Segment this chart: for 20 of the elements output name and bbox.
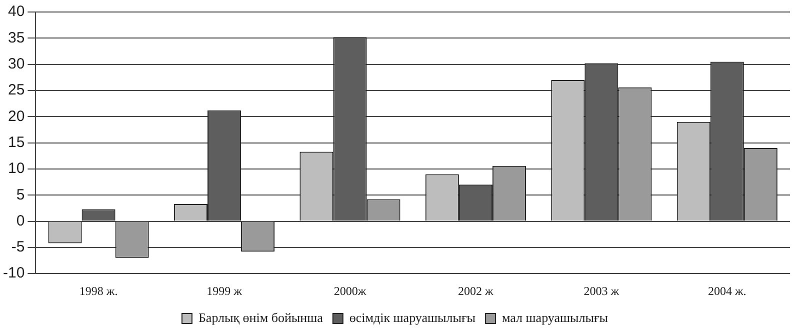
x-tick-label: 1998 ж.: [79, 284, 118, 298]
x-tick-label: 2002 ж: [458, 284, 494, 298]
y-tick-label: 15: [8, 134, 25, 151]
y-tick-label: 10: [8, 160, 25, 178]
x-tick-label: 2000ж: [334, 284, 367, 298]
y-tick-label: 20: [8, 108, 25, 125]
legend-label: өсімдік шаруашылығы: [349, 310, 476, 325]
y-tick-label: 25: [8, 82, 25, 99]
y-tick-label: 40: [8, 3, 25, 20]
y-tick-label: -10: [2, 264, 25, 282]
x-tick-label: 2004 ж.: [708, 284, 746, 298]
y-tick-label: 35: [8, 29, 25, 46]
x-tick-label: 2003 ж: [584, 284, 620, 298]
y-tick-label: -5: [11, 238, 25, 256]
legend-label: Барлық өнім бойынша: [198, 310, 324, 325]
x-tick-label: 1999 ж: [206, 284, 243, 298]
y-tick-label: 0: [16, 212, 25, 230]
y-tick-label: 5: [16, 186, 25, 204]
legend-label: мал шаруашылығы: [502, 310, 608, 325]
y-tick-label: 30: [8, 55, 25, 72]
